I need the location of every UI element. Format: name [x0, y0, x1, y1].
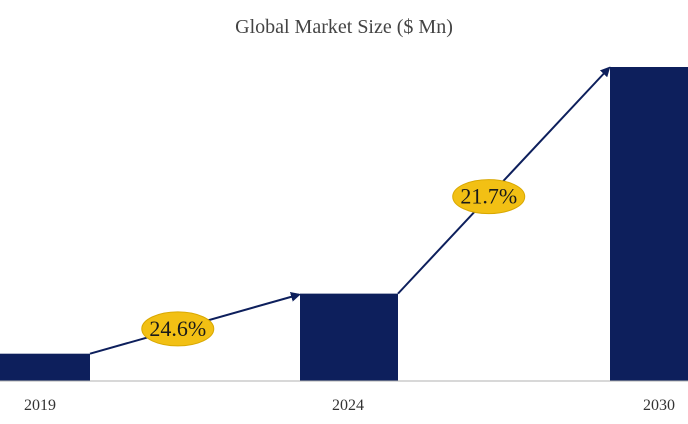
chart-title: Global Market Size ($ Mn) — [235, 16, 453, 38]
cagr-badge-shape — [141, 311, 215, 347]
bar-2024 — [300, 293, 398, 381]
x-tick-label: 2024 — [332, 397, 364, 414]
x-tick-label: 2030 — [643, 397, 675, 414]
cagr-badge-2: 21.7% — [452, 179, 526, 215]
bar-2030 — [610, 67, 688, 381]
cagr-badge-shape — [452, 179, 526, 215]
cagr-badge-1: 24.6% — [141, 311, 215, 347]
cagr-label: 21.7% — [460, 184, 517, 209]
x-tick-label: 2019 — [24, 397, 56, 414]
cagr-label: 24.6% — [149, 316, 206, 341]
bar-2019 — [0, 353, 90, 381]
